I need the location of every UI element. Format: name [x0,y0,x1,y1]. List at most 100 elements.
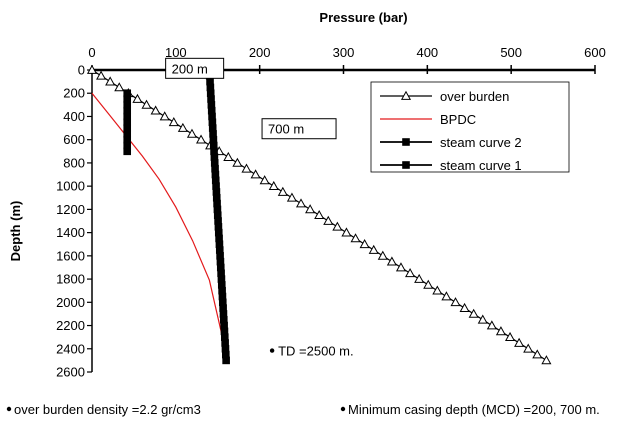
annotation-label: TD =2500 m. [278,344,354,359]
data-point [232,157,243,167]
data-point [123,106,132,115]
series-steam-curve-2 [123,89,132,156]
data-point [212,182,220,190]
annotation-label: 700 m [268,122,304,137]
data-point [123,101,132,109]
data-point [532,349,543,359]
data-point [206,89,215,98]
data-point [186,128,198,138]
legend-label: BPDC [440,112,476,127]
footnote-bullet [6,406,12,412]
legend-marker [402,161,410,169]
x-tick-label: 500 [500,45,522,60]
data-point [177,122,188,132]
data-point [213,199,221,208]
series-over-burden [86,64,552,365]
x-axis-title: Pressure (bar) [319,10,407,25]
y-tick-label: 1400 [56,225,85,240]
data-point [477,314,488,324]
data-point [405,268,416,278]
data-point [414,273,425,283]
data-point [386,256,397,266]
data-point [208,112,216,121]
data-point [86,64,98,74]
series-bpdc [91,92,227,354]
legend-item: over burden [380,89,509,104]
data-point [141,99,152,109]
data-point [217,275,226,283]
legend-item: steam curve 1 [380,158,522,173]
legend-label: steam curve 2 [440,135,522,150]
data-point [214,217,222,225]
annotation-box [165,57,225,79]
data-point [277,186,288,196]
y-tick-label: 2400 [56,341,85,356]
data-point [523,343,534,353]
data-point [123,89,132,98]
y-tick-label: 600 [63,132,85,147]
data-point [216,263,225,272]
y-tick-label: 2200 [56,318,85,333]
data-point [215,234,223,243]
data-point [250,169,261,179]
x-tick-label: 300 [333,45,355,60]
data-point [220,321,228,330]
data-point [217,281,226,289]
annotation-layer: 200 m 700 m TD =2500 m. [165,57,354,359]
data-point [123,112,132,121]
data-point [159,111,170,121]
legend-marker [400,90,412,100]
data-point [305,204,316,214]
x-tick-label: 100 [165,45,187,60]
data-point [217,269,225,278]
y-axis-title: Depth (m) [8,201,23,262]
y-tick-label: 1600 [56,248,85,263]
data-point [314,209,325,220]
data-point [211,170,220,179]
footnotes: over burden density =2.2 gr/cm3 Minimum c… [6,402,600,417]
data-point [123,130,132,138]
data-point [211,176,220,185]
y-tick-label: 1000 [56,179,85,194]
y-tick-label: 200 [63,86,85,101]
data-point [241,163,252,173]
footnote-text: over burden density =2.2 gr/cm3 [14,402,201,417]
legend-item: BPDC [380,112,476,127]
annotation-bullet [269,348,275,353]
data-point [123,118,132,127]
data-point [207,95,215,103]
annotation-box [261,118,337,140]
data-point [132,93,143,103]
data-point [210,147,218,156]
data-point [220,333,229,341]
data-point [212,193,221,202]
data-point [218,292,227,301]
data-point [213,211,222,219]
data-point [219,315,228,324]
data-point [216,257,225,266]
data-point [207,101,216,109]
data-point [350,233,361,243]
data-point [216,252,224,260]
data-point [208,118,217,127]
data-point [504,331,516,342]
data-point [295,198,307,208]
y-tick-label: 2000 [56,295,85,310]
series-steam-curve-1 [205,66,230,365]
x-tick-label: 400 [416,45,438,60]
data-point [105,76,116,86]
data-point [211,164,219,173]
data-point [210,153,219,161]
legend-label: steam curve 1 [440,158,522,173]
data-point [209,141,218,150]
data-point [215,246,224,254]
axes: 0 100 200 300 400 500 600 0 200 400 600 800 1000 1200… [56,45,606,380]
y-tick-label: 2600 [56,365,85,380]
series-layer [86,64,552,365]
footnote-text: Minimum casing depth (MCD) =200, 700 m. [348,402,600,417]
data-point [395,262,407,272]
data-point [441,291,452,301]
data-point [219,304,227,312]
data-point [123,124,132,132]
